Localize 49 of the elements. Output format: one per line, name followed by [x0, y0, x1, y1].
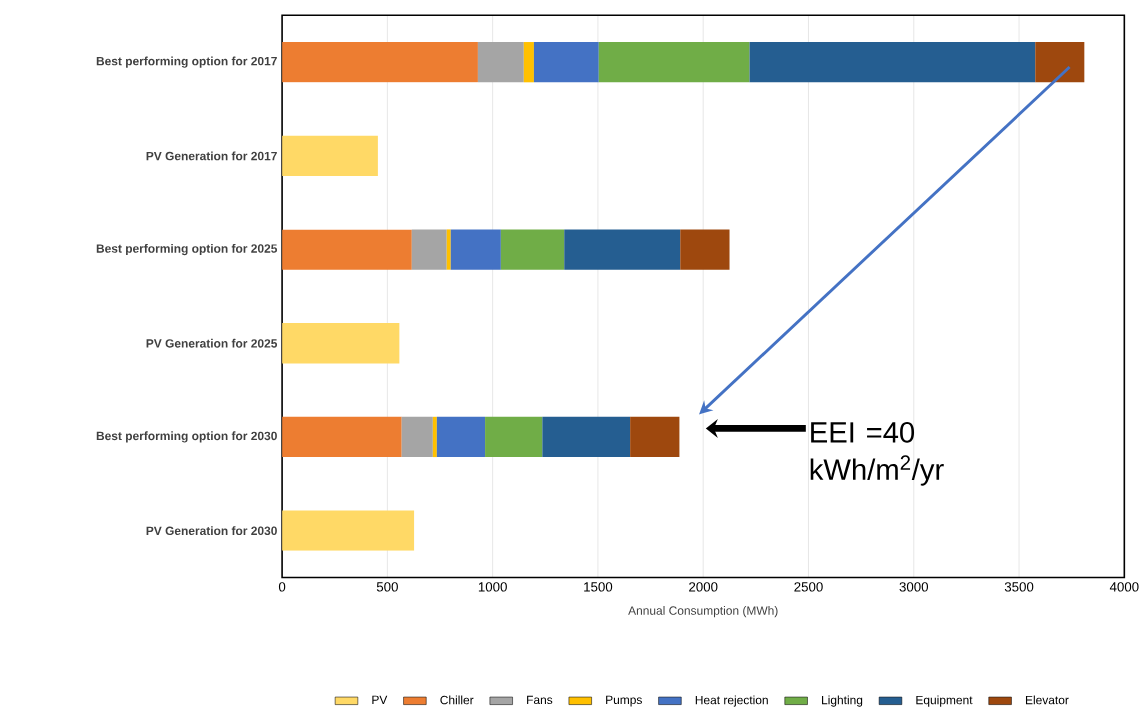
x-tick-label: 1000 — [478, 581, 507, 592]
x-tick-label: 0 — [278, 581, 286, 592]
x-tick-label: 500 — [376, 581, 398, 592]
bar — [680, 229, 730, 270]
legend-label: Lighting — [822, 695, 863, 707]
legend-label: Elevator — [1025, 695, 1069, 705]
legend-label: PV — [372, 695, 388, 704]
bar — [598, 41, 750, 83]
bar — [282, 322, 400, 364]
x-tick-label: 2000 — [689, 581, 718, 592]
legend-label: Equipment — [916, 695, 973, 707]
bar — [282, 510, 415, 551]
legend-label: Fans — [527, 695, 553, 704]
y-tick-label: PV Generation for 2017 — [146, 151, 277, 161]
y-tick-label: PV Generation for 2025 — [146, 338, 278, 348]
bar — [282, 41, 478, 83]
x-tick-label: 3000 — [899, 581, 929, 592]
y-tick-label: Best performing option for 2017 — [96, 56, 277, 68]
bar — [523, 41, 534, 83]
x-tick-label: 3500 — [1004, 581, 1034, 592]
x-tick-label: 1500 — [584, 581, 613, 592]
bar — [282, 229, 412, 270]
bar — [542, 416, 631, 457]
bar — [630, 416, 680, 457]
bar — [432, 416, 437, 457]
bar — [533, 41, 599, 83]
bar — [436, 416, 486, 457]
annotation: EEI =40 kWh/m$^{2}$/yr — [810, 421, 944, 486]
bar — [282, 416, 402, 457]
legend-label: Chiller — [440, 695, 474, 705]
bar — [401, 416, 433, 457]
x-axis-title: Annual Consumption (MWh) — [628, 605, 778, 617]
bar — [1035, 41, 1085, 83]
y-tick-label: Best performing option for 2030 — [96, 431, 277, 443]
bar — [749, 41, 1036, 83]
bar — [411, 229, 447, 270]
x-tick-label: 2500 — [794, 581, 823, 592]
bar — [564, 229, 681, 270]
bar — [450, 229, 501, 270]
bar — [282, 135, 378, 176]
bar — [485, 416, 543, 457]
bar — [477, 41, 524, 83]
x-tick-label: 4000 — [1109, 581, 1139, 592]
legend-label: Pumps — [606, 695, 642, 707]
y-tick-label: PV Generation for 2030 — [146, 526, 277, 535]
y-tick-label: Best performing option for 2025 — [96, 243, 278, 255]
legend-label: Heat rejection — [695, 695, 768, 707]
bar — [446, 229, 451, 270]
bar — [500, 229, 565, 270]
